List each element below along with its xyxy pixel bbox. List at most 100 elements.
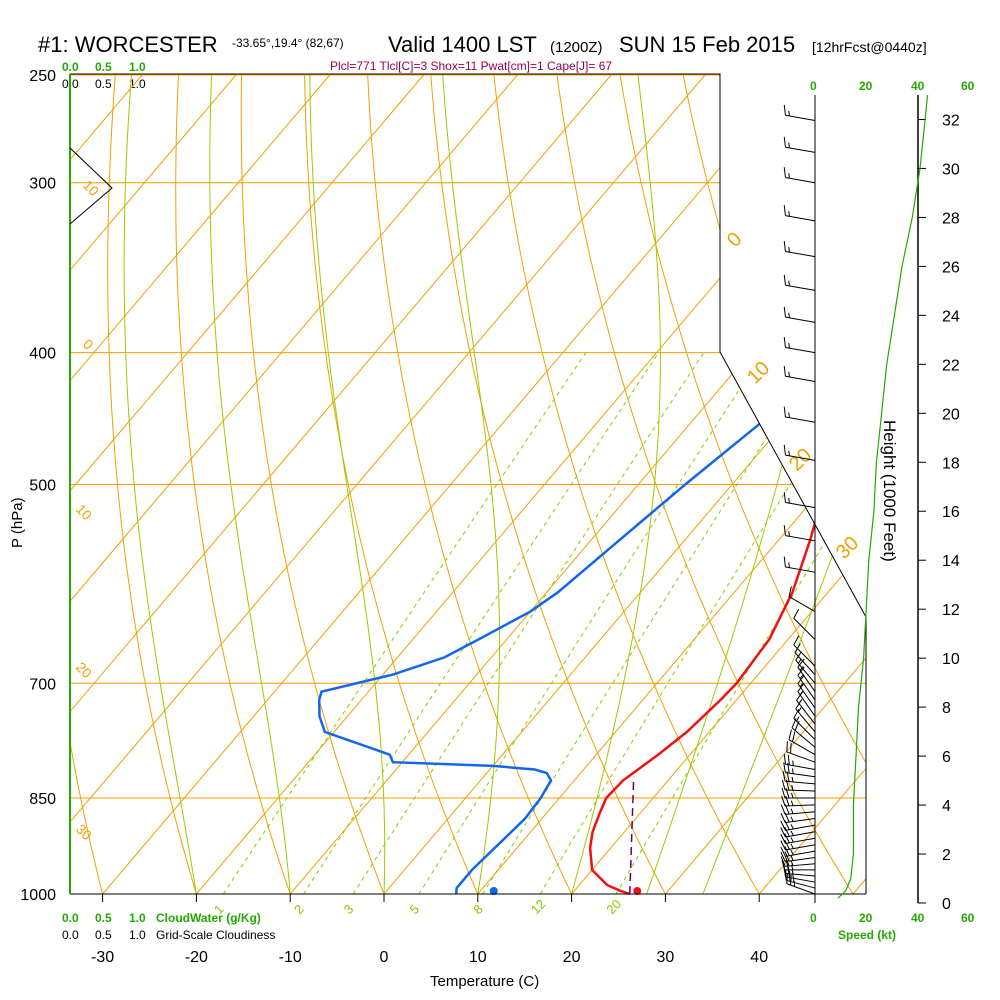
pressure-tick-label: 250 xyxy=(29,68,56,85)
height-axis-title: Height (1000 Feet) xyxy=(880,420,899,562)
wind-barb-half-feather xyxy=(791,776,794,783)
height-tick-label: 2 xyxy=(942,847,951,864)
dewpoint-profile xyxy=(317,102,866,895)
height-tick-label: 8 xyxy=(942,700,951,717)
x-tick-label: -20 xyxy=(185,949,208,966)
cloudiness-trace xyxy=(69,147,113,225)
wind-barb-half-feather xyxy=(799,665,804,671)
wind-barb xyxy=(788,729,816,756)
wind-barb-staff xyxy=(785,454,816,461)
height-tick-label: 18 xyxy=(942,455,960,472)
x-tick-label: 0 xyxy=(380,949,389,966)
height-tick-label: 26 xyxy=(942,259,960,276)
wind-barb-half-feather xyxy=(788,172,790,179)
wind-barb xyxy=(783,274,816,291)
wind-barb-half-feather xyxy=(788,246,790,253)
speed-label: Speed (kt) xyxy=(838,928,896,942)
cloudwater-label: CloudWater (g/Kg) xyxy=(156,911,261,925)
dry-adiabat xyxy=(556,74,854,895)
isotherm-line xyxy=(70,74,706,895)
wind-barb-staff xyxy=(788,739,816,756)
speed-tick-20-top: 20 xyxy=(859,79,873,93)
wind-barb xyxy=(783,492,816,509)
wind-barb-feather xyxy=(790,742,792,754)
wind-barb xyxy=(793,635,816,667)
isotherm-line xyxy=(289,74,866,895)
wind-barb-staff xyxy=(785,837,816,844)
mixing-ratio-line xyxy=(482,352,821,895)
dry-adiabat xyxy=(107,74,197,895)
wind-barb-feather xyxy=(783,556,786,568)
x-tick-label: -10 xyxy=(279,949,302,966)
skewt-frame xyxy=(70,73,867,894)
x-tick-label: -30 xyxy=(91,949,114,966)
wind-barb-feather xyxy=(783,406,786,418)
station-coords: -33.65°,19.4° (82,67) xyxy=(232,36,344,50)
wind-barb-feather xyxy=(786,873,788,884)
wind-barb-feather xyxy=(783,306,786,318)
moist-adiabat xyxy=(209,74,291,895)
wind-barb-feather xyxy=(783,167,786,178)
thermo-grid xyxy=(70,74,866,895)
wind-barb xyxy=(788,586,816,613)
temperature-profile xyxy=(588,102,866,895)
pressure-tick-label: 500 xyxy=(29,478,56,495)
stability-indices: Plcl=771 Tlcl[C]=3 Shox=11 Pwat[cm]=1 Ca… xyxy=(330,59,612,73)
cloudiness-tick-1-bottom: 0.5 xyxy=(95,928,112,942)
wind-barb-staff xyxy=(785,566,816,573)
wind-barb-feather xyxy=(780,851,786,862)
wind-barb-half-feather xyxy=(788,312,790,318)
wind-barb-feather xyxy=(797,658,805,668)
wind-barb-staff xyxy=(797,675,816,701)
isotherm-line xyxy=(70,74,424,895)
wind-barb xyxy=(780,826,816,838)
wind-barb-staff xyxy=(795,708,816,733)
height-tick-label: 14 xyxy=(942,553,960,570)
cloudiness-tick-1: 0.5 xyxy=(95,77,112,91)
wind-barb-feather xyxy=(791,731,796,742)
height-tick-label: 10 xyxy=(942,651,960,668)
mixing-ratio-label: 12 xyxy=(528,896,549,917)
wind-barb-staff xyxy=(785,215,816,222)
wind-barb-staff xyxy=(785,863,816,867)
isotherm-label: 20 xyxy=(73,659,95,681)
mixing-ratio-line xyxy=(615,352,866,895)
wind-barb-staff xyxy=(785,817,816,824)
isotherm-label: 10 xyxy=(743,357,774,388)
speed-tick-40-top: 40 xyxy=(911,79,925,93)
height-tick-label: 0 xyxy=(942,896,951,913)
wind-barb xyxy=(783,104,816,121)
moist-adiabat xyxy=(702,74,866,895)
dry-adiabat xyxy=(304,74,479,895)
wind-barb xyxy=(783,762,816,778)
cloudiness-label: Grid-Scale Cloudiness xyxy=(156,928,275,942)
wind-barb-half-feather xyxy=(791,785,794,791)
height-tick-label: 20 xyxy=(942,406,960,423)
wind-barb-staff xyxy=(785,876,816,883)
height-curve xyxy=(837,94,929,899)
speed-tick-60: 60 xyxy=(961,911,975,925)
wind-barb-feather xyxy=(783,365,786,377)
isotherm-line xyxy=(70,74,237,895)
isotherm-label: 10 xyxy=(80,177,102,199)
wind-barb-feather xyxy=(794,643,801,653)
wind-barb-staff xyxy=(785,780,816,785)
wind-barb-staff xyxy=(785,824,816,831)
wind-barb-half-feather xyxy=(798,699,803,704)
wind-barb xyxy=(783,406,816,423)
wind-barb-staff xyxy=(786,751,816,763)
wind-barb-half-feather xyxy=(791,768,794,774)
isotherm-label: 10 xyxy=(73,501,95,523)
wind-barb-feather xyxy=(786,741,788,752)
forecast-info: [12hrFcst@0440z] xyxy=(812,39,927,55)
isotherm-line xyxy=(102,74,800,895)
height-tick-label: 24 xyxy=(942,308,960,325)
wind-barb-feather xyxy=(788,729,792,740)
wind-barb-staff xyxy=(794,652,816,676)
moist-adiabat xyxy=(309,74,386,895)
wind-barb-half-feather xyxy=(790,824,794,830)
isotherm-line xyxy=(70,74,331,895)
wind-barb xyxy=(793,708,816,740)
cloudiness-tick-0-bottom: 0.0 xyxy=(62,928,79,942)
